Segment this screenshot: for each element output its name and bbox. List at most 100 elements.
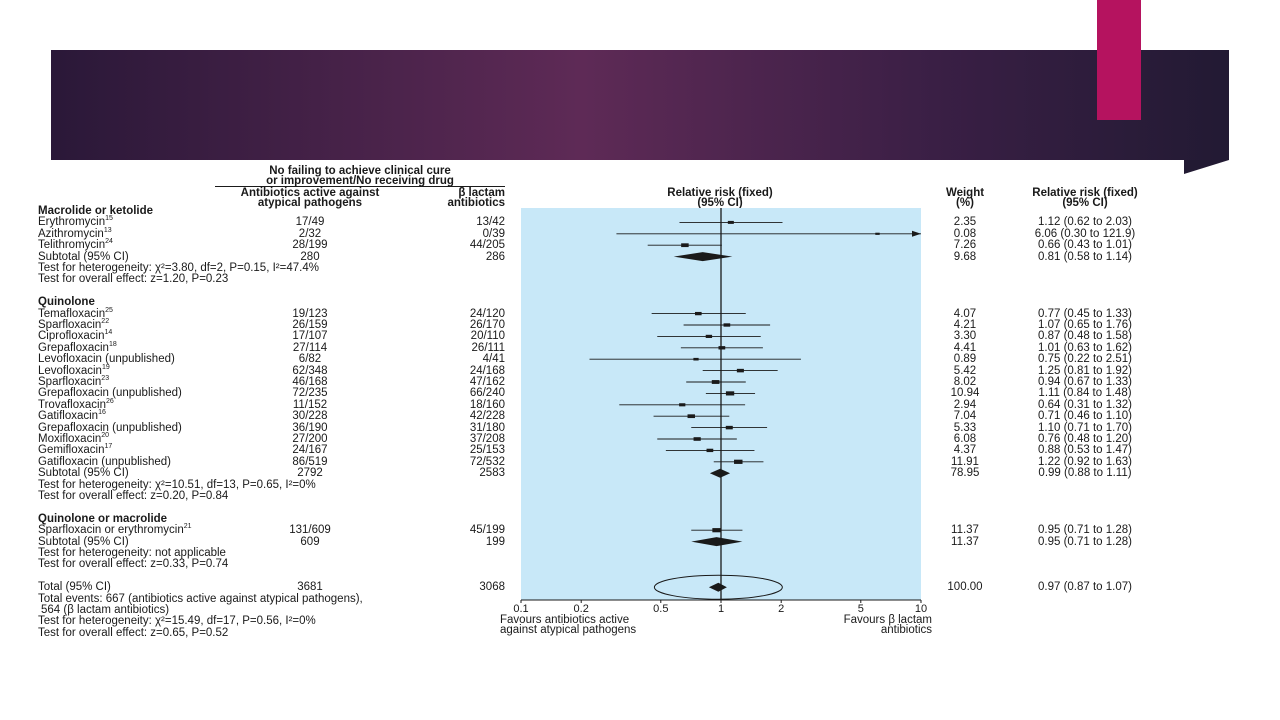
study-name: Sparfloxacin22: [38, 318, 110, 331]
cell-blactam: 2583: [479, 467, 505, 480]
point-estimate: [734, 459, 743, 464]
group-title-1: No failing to achieve clinical cure: [269, 165, 451, 177]
cell-atypical: 6/82: [298, 353, 322, 366]
cell-atypical: 36/190: [292, 421, 328, 434]
study-name: Grepafloxacin (unpublished): [38, 387, 182, 399]
study-ref: 22: [101, 318, 110, 326]
study-name: Gatifloxacin (unpublished): [38, 456, 171, 468]
study-label: Temafloxacin: [38, 307, 106, 320]
heterogeneity-test: Test for heterogeneity: χ²=15.49, df=17,…: [38, 615, 316, 628]
col-atypical-2: atypical pathogens: [257, 197, 363, 209]
cell-blactam: 18/160: [469, 398, 505, 411]
cell-weight: 9.68: [953, 250, 977, 263]
cell-atypical: 2/32: [298, 227, 322, 240]
summary-diamond: [691, 537, 743, 547]
study-label: Sparfloxacin: [38, 376, 102, 388]
cell-weight: 0.89: [953, 353, 977, 366]
cell-atypical: 609: [300, 535, 320, 548]
col-rrval-2: (95% CI): [1062, 197, 1108, 209]
study-ref: 15: [105, 215, 113, 223]
x-tick-label: 0.2: [574, 603, 589, 615]
study-ref: 13: [103, 226, 112, 234]
cell-weight: 7.26: [953, 239, 977, 252]
cell-weight: 4.41: [953, 341, 977, 354]
heterogeneity-test: Test for heterogeneity: not applicable: [38, 547, 226, 559]
col-rrval-1: Relative risk (fixed): [1032, 187, 1138, 199]
cell-weight: 8.02: [953, 376, 977, 388]
study-name: Sparfloxacin or erythromycin21: [38, 523, 192, 537]
cell-atypical: 24/167: [292, 444, 328, 457]
study-name: Sparfloxacin23: [38, 375, 110, 388]
col-atypical-1: Antibiotics active against: [240, 187, 380, 199]
x-tick-label: 5: [858, 603, 864, 615]
cell-weight: 5.33: [953, 421, 977, 434]
study-name: Levofloxacin (unpublished): [38, 353, 175, 365]
cell-ci: 0.75 (0.22 to 2.51): [1038, 353, 1132, 366]
ci-arrow: [912, 230, 921, 237]
study-name: Moxifloxacin20: [38, 432, 109, 445]
point-estimate: [693, 357, 699, 361]
cell-atypical: 17/49: [295, 216, 325, 229]
study-label: Grepafloxacin (unpublished): [38, 421, 182, 434]
cell-atypical: 28/199: [292, 239, 328, 252]
cell-ci: 0.95 (0.71 to 1.28): [1038, 535, 1132, 548]
point-estimate: [711, 380, 720, 384]
section-title: Quinolone: [38, 296, 95, 309]
point-estimate: [725, 425, 733, 430]
study-name: Ciprofloxacin14: [38, 330, 112, 343]
x-tick-label: 0.1: [513, 603, 528, 615]
point-estimate: [725, 391, 735, 396]
cell-blactam: 24/120: [469, 307, 505, 320]
cell-atypical: 280: [300, 250, 320, 263]
study-name: Levofloxacin19: [38, 363, 110, 377]
cell-atypical: 86/519: [292, 455, 328, 468]
cell-weight: 4.21: [953, 319, 977, 331]
cell-atypical: 11/152: [292, 398, 328, 411]
study-label: Gemifloxacin: [38, 444, 105, 457]
point-estimate: [706, 448, 714, 453]
heterogeneity-test: Test for heterogeneity: χ²=3.80, df=2, P…: [38, 262, 319, 274]
cell-weight: 7.04: [953, 410, 977, 423]
study-label: Azithromycin: [38, 227, 104, 240]
group-title-2: or improvement/No receiving drug: [266, 175, 454, 187]
cell-ci: 0.77 (0.45 to 1.33): [1038, 307, 1132, 320]
title-banner: [51, 50, 1229, 160]
study-label: Sparfloxacin or erythromycin: [38, 524, 184, 537]
cell-blactam: 3068: [479, 581, 505, 594]
study-label: Moxifloxacin: [38, 433, 102, 445]
favours-right-1: Favours β lactam: [843, 614, 932, 626]
cell-ci: 0.88 (0.53 to 1.47): [1038, 444, 1132, 457]
cell-ci: 0.66 (0.43 to 1.01): [1038, 239, 1132, 252]
study-ref: 19: [101, 363, 110, 371]
cell-ci: 1.25 (0.81 to 1.92): [1038, 364, 1132, 377]
study-ref: 24: [105, 238, 113, 246]
cell-weight: 4.07: [953, 307, 977, 320]
study-name: Gatifloxacin16: [38, 409, 106, 422]
study-name: Trovafloxacin26: [38, 398, 114, 411]
point-estimate: [679, 403, 686, 407]
overall-effect-test: Test for overall effect: z=0.65, P=0.52: [38, 626, 229, 639]
study-ref: 18: [108, 340, 117, 348]
point-estimate: [736, 368, 744, 373]
col-blactam-2: antibiotics: [447, 197, 505, 209]
point-estimate: [875, 232, 880, 235]
study-name: Gemifloxacin17: [38, 443, 113, 457]
study-label: Levofloxacin (unpublished): [38, 353, 175, 366]
study-label: Levofloxacin: [38, 364, 102, 377]
cell-blactam: 25/153: [469, 444, 505, 457]
header-rule: [215, 186, 505, 187]
study-ref: 17: [104, 443, 113, 451]
cell-ci: 0.64 (0.31 to 1.32): [1038, 398, 1132, 411]
study-label: Grepafloxacin: [38, 341, 109, 354]
cell-atypical: 17/107: [292, 330, 328, 343]
study-ref: 23: [101, 375, 110, 383]
cell-ci: 0.71 (0.46 to 1.10): [1038, 410, 1132, 423]
cell-ci: 1.07 (0.65 to 1.76): [1038, 319, 1132, 331]
cell-weight: 3.30: [953, 330, 977, 343]
heterogeneity-test: Test for heterogeneity: χ²=10.51, df=13,…: [38, 478, 316, 491]
cell-blactam: 47/162: [469, 376, 505, 388]
point-estimate: [694, 311, 702, 316]
cell-weight: 78.95: [950, 467, 980, 480]
subtotal-label: Subtotal (95% CI): [38, 467, 129, 480]
cell-ci: 0.95 (0.71 to 1.28): [1038, 524, 1132, 537]
